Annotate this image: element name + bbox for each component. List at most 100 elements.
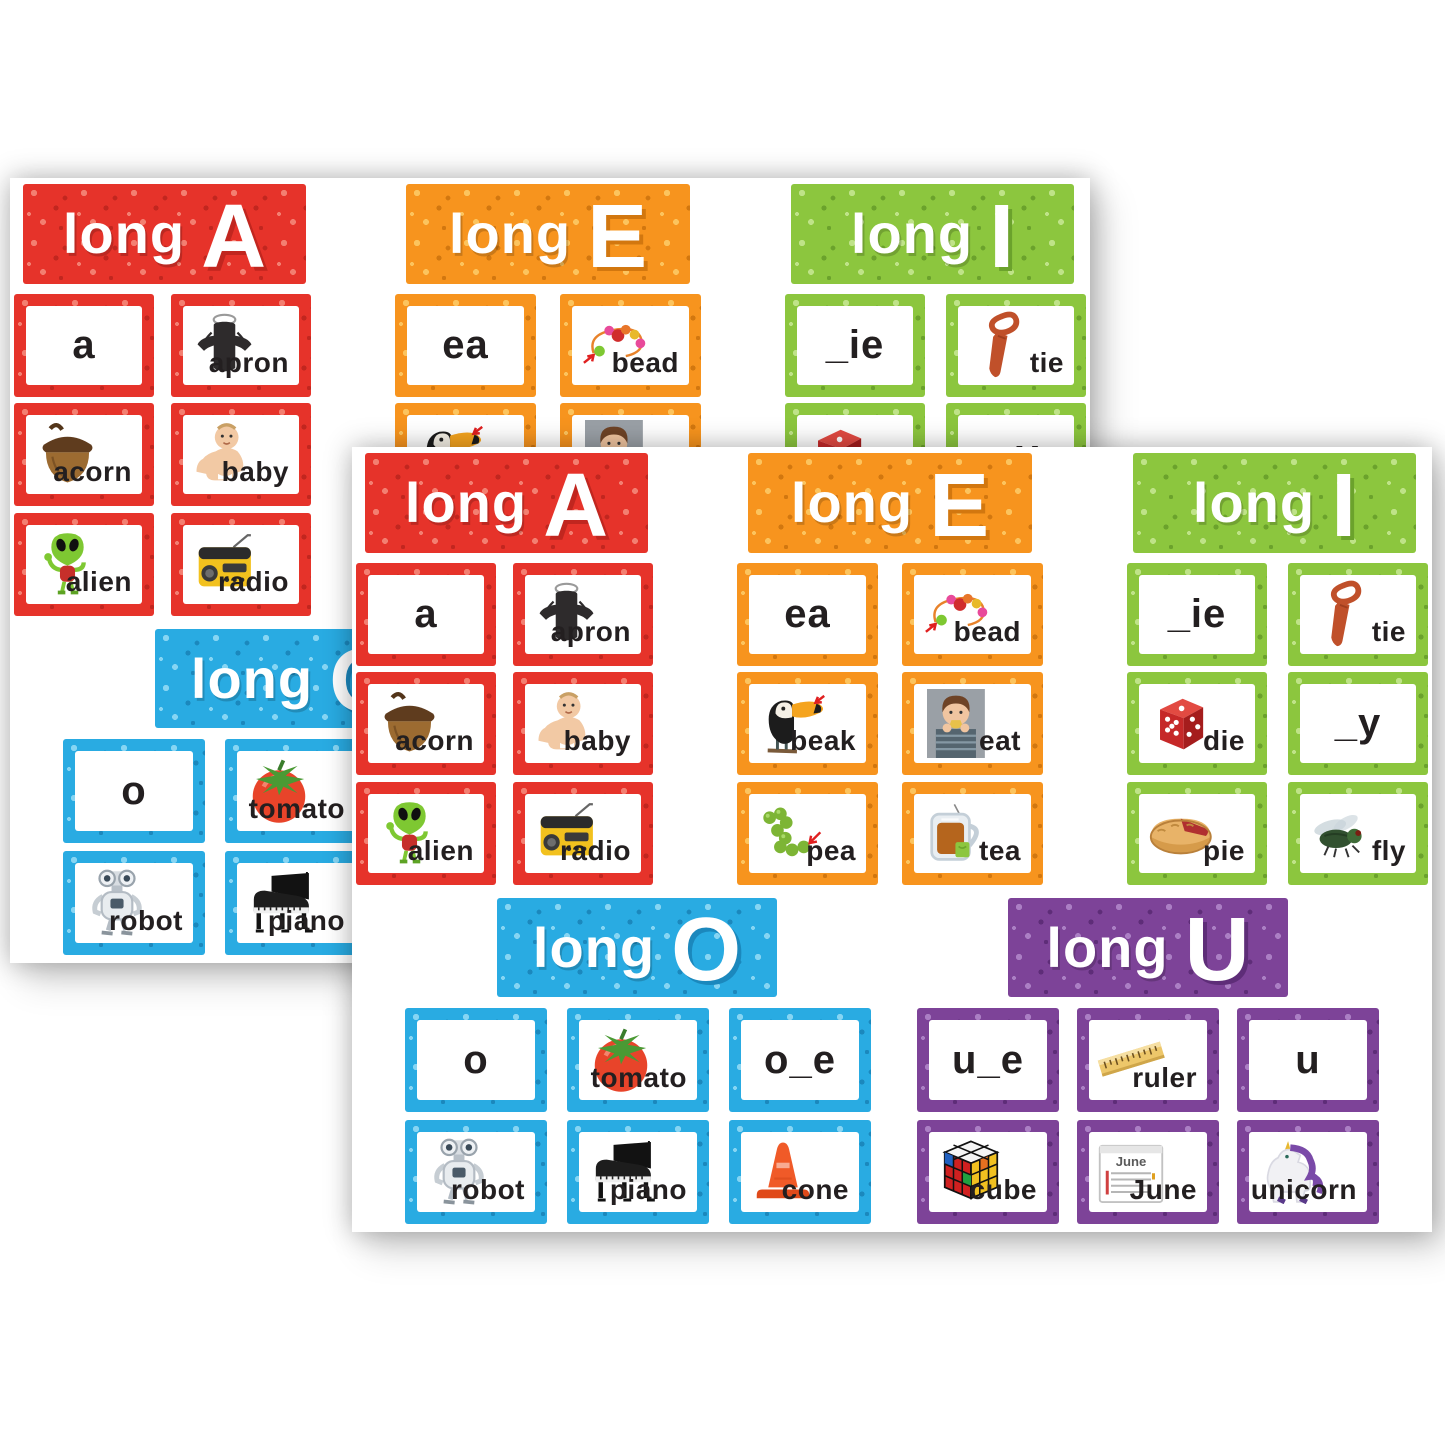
- card-face: apron: [183, 306, 299, 385]
- header-long-e: long E: [748, 453, 1032, 553]
- radio-icon: [532, 799, 602, 868]
- card-unicorn: unicorn: [1237, 1120, 1379, 1224]
- card-face: baby: [525, 684, 641, 763]
- card-ea: ea: [395, 294, 536, 397]
- header-letter: A: [543, 455, 609, 556]
- card-face: u: [1249, 1020, 1367, 1100]
- card-apron: apron: [171, 294, 311, 397]
- card-o: o: [63, 739, 205, 843]
- card-fly: fly: [1288, 782, 1428, 885]
- card-u-e: u_e: [917, 1008, 1059, 1112]
- header-letter: U: [1184, 900, 1250, 1000]
- card-cube: cube: [917, 1120, 1059, 1224]
- card-beak: beak: [737, 672, 878, 775]
- card-face: a: [26, 306, 142, 385]
- card-word: baby: [221, 456, 289, 487]
- card-word: eat: [979, 725, 1021, 756]
- header-long-e: long E: [406, 184, 690, 284]
- card-word: bead: [611, 347, 679, 378]
- card-face: ea: [407, 306, 524, 385]
- card-word: a: [414, 592, 438, 636]
- card-face: o: [417, 1020, 535, 1100]
- card-tie: tie: [1288, 563, 1428, 666]
- card-face: o_e: [741, 1020, 859, 1100]
- card-y: _y: [1288, 672, 1428, 775]
- header-word: long: [532, 915, 656, 979]
- card-word: _ie: [825, 323, 885, 367]
- june-calendar-icon: June: [1096, 1137, 1167, 1207]
- card-face: tea: [914, 794, 1031, 873]
- card-word: u: [1295, 1037, 1321, 1082]
- header-word: long: [850, 202, 974, 265]
- alien-icon: [33, 530, 103, 599]
- card-o-e: o_e: [729, 1008, 871, 1112]
- card-piano: piano: [225, 851, 367, 955]
- card-face: ea: [749, 575, 866, 654]
- card-tea: tea: [902, 782, 1043, 885]
- header-long-i: long I: [1133, 453, 1416, 553]
- card-word: apron: [208, 347, 289, 378]
- card-face: tomato: [237, 751, 355, 831]
- card-face: o: [75, 751, 193, 831]
- header-long-a: long A: [23, 184, 306, 284]
- card-face: baby: [183, 415, 299, 494]
- card-face: piano: [579, 1132, 697, 1212]
- card-piano: piano: [567, 1120, 709, 1224]
- card-word: ea: [784, 592, 831, 636]
- header-letter: O: [671, 900, 742, 1000]
- card-eat: eat: [902, 672, 1043, 775]
- card-u: u: [1237, 1008, 1379, 1112]
- card-face: fly: [1300, 794, 1416, 873]
- card-word: beak: [790, 725, 856, 756]
- card-word: fly: [1371, 835, 1406, 866]
- bead-icon: [921, 580, 991, 649]
- card-word: _ie: [1167, 592, 1227, 636]
- card-tie: tie: [946, 294, 1086, 397]
- card-word: ruler: [1132, 1062, 1197, 1093]
- card-face: a: [368, 575, 484, 654]
- card-june: June June: [1077, 1120, 1219, 1224]
- card-tomato: tomato: [225, 739, 367, 843]
- card-face: u_e: [929, 1020, 1047, 1100]
- card-pie: pie: [1127, 782, 1267, 885]
- cone-icon: [748, 1137, 819, 1207]
- card-face: _y: [1300, 684, 1416, 763]
- header-letter: I: [989, 186, 1015, 287]
- card-face: piano: [237, 863, 355, 943]
- unicorn-icon: [1256, 1137, 1327, 1207]
- card-face: alien: [368, 794, 484, 873]
- card-bead: bead: [902, 563, 1043, 666]
- card-word: acorn: [395, 725, 474, 756]
- card-face: tie: [958, 306, 1074, 385]
- card-face: _ie: [1139, 575, 1255, 654]
- card-word: _y: [1334, 701, 1382, 745]
- pie-icon: [1146, 799, 1216, 868]
- die-icon: [1146, 689, 1216, 758]
- card-word: alien: [407, 835, 474, 866]
- card-word: tomato: [248, 793, 345, 824]
- eating-girl-icon: [921, 689, 991, 758]
- card-face: bead: [914, 575, 1031, 654]
- card-alien: alien: [356, 782, 496, 885]
- card-radio: radio: [513, 782, 653, 885]
- header-letter: E: [587, 186, 648, 287]
- card-word: cube: [969, 1174, 1037, 1205]
- card-o: o: [405, 1008, 547, 1112]
- header-long-a: long A: [365, 453, 648, 553]
- tie-icon: [965, 311, 1035, 380]
- card-word: robot: [108, 905, 183, 936]
- card-word: bead: [953, 616, 1021, 647]
- card-tomato: tomato: [567, 1008, 709, 1112]
- card-radio: radio: [171, 513, 311, 616]
- card-baby: baby: [513, 672, 653, 775]
- card-word: June: [1129, 1174, 1197, 1205]
- acorn-icon: [33, 420, 103, 489]
- card-face: pie: [1139, 794, 1255, 873]
- header-word: long: [448, 202, 572, 265]
- bead-icon: [579, 311, 649, 380]
- card-word: robot: [450, 1174, 525, 1205]
- card-face: pea: [749, 794, 866, 873]
